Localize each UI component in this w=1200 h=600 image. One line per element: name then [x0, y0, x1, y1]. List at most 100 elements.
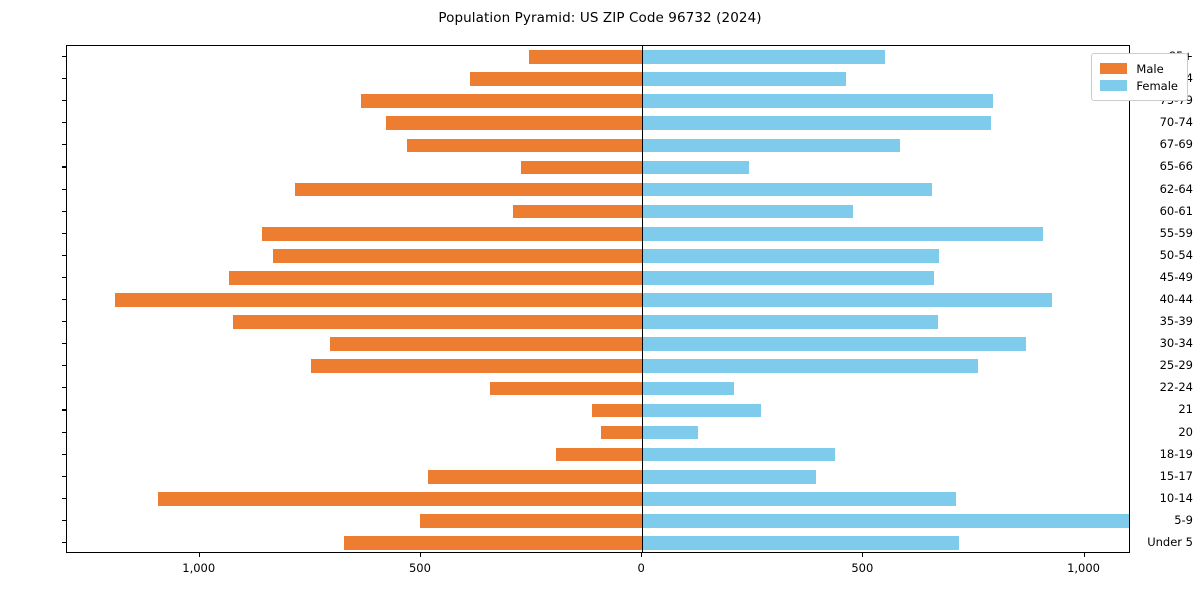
legend-entry[interactable]: Female [1100, 77, 1178, 94]
bar-female [642, 315, 939, 329]
y-tick-mark [62, 453, 66, 455]
legend-swatch-icon [1100, 63, 1128, 74]
x-tick-mark [198, 553, 200, 557]
zero-axis-line [642, 46, 644, 552]
bar-male [343, 536, 643, 550]
bar-female [642, 337, 1027, 351]
chart-legend: Male Female [1091, 53, 1188, 101]
legend-entry[interactable]: Male [1100, 60, 1178, 77]
pyramid-row [67, 182, 1129, 197]
x-tick-label: 500 [851, 561, 874, 575]
bar-male [294, 182, 643, 197]
y-tick-label: 18-19 [1159, 446, 1193, 461]
bar-female [642, 271, 934, 285]
x-tick-mark [862, 553, 864, 557]
bar-female [642, 491, 957, 506]
bar-male [272, 248, 643, 263]
y-tick-label: 65-66 [1159, 159, 1193, 174]
pyramid-row [67, 204, 1129, 219]
x-tick-mark [419, 553, 422, 557]
y-tick-label: 20 [1178, 424, 1193, 439]
pyramid-row [67, 491, 1129, 506]
bar-male [311, 359, 643, 374]
pyramid-row [67, 94, 1129, 109]
bar-female [642, 381, 734, 396]
y-tick-mark [62, 299, 66, 301]
pyramid-row [67, 138, 1129, 153]
bars-layer [67, 46, 1129, 552]
bar-male [386, 116, 643, 131]
y-tick-mark [62, 144, 66, 146]
pyramid-row [67, 381, 1129, 396]
bar-male [114, 293, 643, 307]
bar-male [406, 138, 643, 153]
y-tick-mark [62, 232, 66, 234]
y-tick-mark [62, 409, 66, 411]
y-tick-mark [62, 475, 66, 477]
pyramid-row [67, 248, 1129, 263]
x-tick-label: 500 [408, 561, 431, 575]
y-tick-label: 15-17 [1159, 468, 1193, 483]
bar-male [261, 226, 643, 241]
bar-male [490, 381, 643, 396]
pyramid-row [67, 116, 1129, 131]
bar-female [642, 469, 817, 484]
bar-female [642, 50, 885, 64]
x-tick-label: 1,000 [1067, 561, 1100, 575]
bar-female [642, 226, 1043, 241]
y-tick-mark [62, 541, 66, 544]
bar-male [600, 425, 643, 440]
y-tick-label: 45-49 [1159, 269, 1193, 284]
pyramid-row [67, 403, 1129, 418]
bar-male [330, 337, 643, 351]
bar-female [642, 293, 1053, 307]
pyramid-row [67, 315, 1129, 329]
bar-male [157, 491, 643, 506]
plot-area [66, 45, 1130, 553]
y-tick-mark [62, 78, 66, 80]
y-tick-label: Under 5 [1147, 534, 1193, 549]
pyramid-row [67, 359, 1129, 374]
y-tick-label: 25-29 [1159, 358, 1193, 373]
pyramid-row [67, 160, 1129, 175]
bar-female [642, 514, 1129, 528]
pyramid-row [67, 469, 1129, 484]
y-tick-mark [62, 387, 66, 389]
bar-male [228, 271, 643, 285]
pyramid-row [67, 271, 1129, 285]
pyramid-row [67, 337, 1129, 351]
pyramid-row [67, 447, 1129, 462]
pyramid-row [67, 72, 1129, 86]
x-tick-label: 0 [637, 561, 645, 575]
bar-female [642, 182, 932, 197]
y-tick-mark [62, 56, 66, 58]
bar-male [521, 160, 643, 175]
pyramid-row [67, 293, 1129, 307]
y-tick-mark [62, 166, 66, 168]
pyramid-row [67, 425, 1129, 440]
bar-female [642, 72, 847, 86]
y-tick-mark [62, 343, 66, 345]
x-tick-label: 1,000 [182, 561, 216, 575]
bar-female [642, 138, 901, 153]
bar-male [360, 94, 643, 109]
y-tick-mark [62, 254, 66, 256]
y-tick-mark [62, 188, 66, 190]
bar-male [420, 514, 643, 528]
bar-female [642, 160, 750, 175]
bar-female [642, 536, 960, 550]
y-tick-label: 30-34 [1159, 336, 1193, 351]
bar-female [642, 359, 979, 374]
y-tick-label: 22-24 [1159, 380, 1193, 395]
bar-female [642, 403, 761, 418]
y-tick-label: 55-59 [1159, 225, 1193, 240]
bar-male [592, 403, 643, 418]
bar-male [528, 50, 643, 64]
y-tick-mark [62, 321, 66, 323]
chart-title: Population Pyramid: US ZIP Code 96732 (2… [438, 10, 762, 26]
y-tick-mark [62, 365, 66, 367]
y-tick-label: 21 [1178, 402, 1193, 417]
y-tick-label: 67-69 [1159, 137, 1193, 152]
y-tick-mark [62, 497, 66, 499]
